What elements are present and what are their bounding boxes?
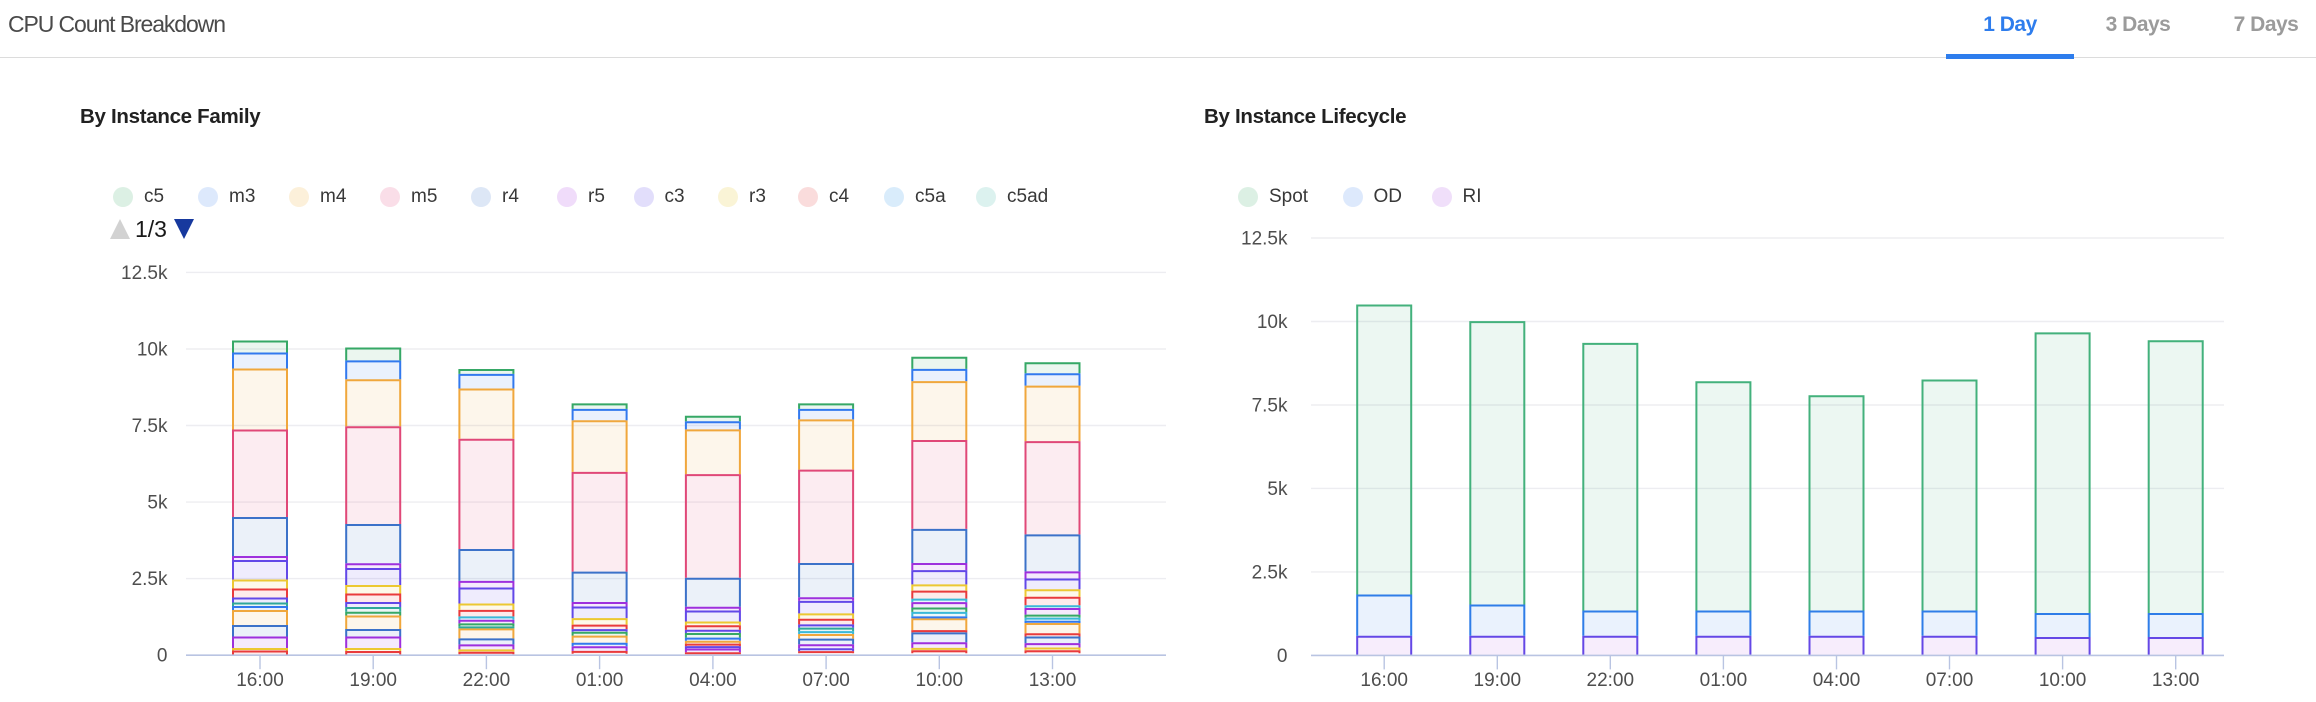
svg-text:0: 0 xyxy=(157,646,168,667)
svg-text:12.5k: 12.5k xyxy=(1241,229,1288,250)
svg-text:13:00: 13:00 xyxy=(2152,670,2200,691)
svg-text:2.5k: 2.5k xyxy=(132,569,168,590)
svg-text:10k: 10k xyxy=(137,340,168,361)
svg-text:12.5k: 12.5k xyxy=(121,263,168,284)
svg-text:16:00: 16:00 xyxy=(1360,670,1408,691)
svg-text:07:00: 07:00 xyxy=(802,670,850,691)
svg-text:10:00: 10:00 xyxy=(916,670,964,691)
svg-text:10k: 10k xyxy=(1257,312,1288,333)
svg-text:7.5k: 7.5k xyxy=(1252,396,1288,417)
svg-text:10:00: 10:00 xyxy=(2039,670,2087,691)
svg-text:04:00: 04:00 xyxy=(689,670,737,691)
svg-text:19:00: 19:00 xyxy=(349,670,397,691)
svg-text:16:00: 16:00 xyxy=(236,670,284,691)
svg-text:22:00: 22:00 xyxy=(1587,670,1635,691)
svg-text:07:00: 07:00 xyxy=(1926,670,1974,691)
svg-text:01:00: 01:00 xyxy=(1700,670,1748,691)
svg-text:13:00: 13:00 xyxy=(1029,670,1077,691)
svg-text:22:00: 22:00 xyxy=(463,670,511,691)
svg-text:7.5k: 7.5k xyxy=(132,416,168,437)
svg-text:19:00: 19:00 xyxy=(1474,670,1522,691)
svg-text:04:00: 04:00 xyxy=(1813,670,1861,691)
svg-text:01:00: 01:00 xyxy=(576,670,624,691)
svg-text:0: 0 xyxy=(1277,646,1288,667)
svg-text:2.5k: 2.5k xyxy=(1252,562,1288,583)
svg-text:5k: 5k xyxy=(147,493,168,514)
svg-text:5k: 5k xyxy=(1267,479,1288,500)
